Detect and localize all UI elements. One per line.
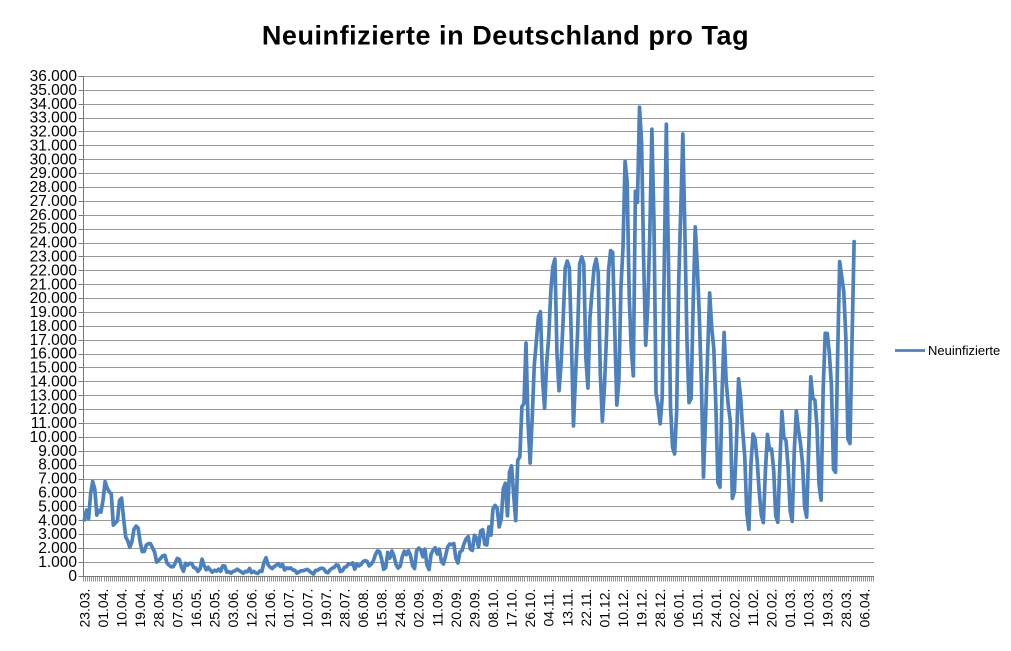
svg-text:32.000: 32.000 xyxy=(30,124,78,141)
svg-text:24.000: 24.000 xyxy=(30,235,78,252)
svg-text:22.11.: 22.11. xyxy=(578,589,594,627)
svg-text:0: 0 xyxy=(68,568,77,585)
svg-text:2.000: 2.000 xyxy=(38,540,77,557)
svg-text:31.000: 31.000 xyxy=(30,137,78,154)
svg-text:11.02.: 11.02. xyxy=(745,589,761,627)
svg-text:16.000: 16.000 xyxy=(30,346,78,363)
svg-text:26.10.: 26.10. xyxy=(522,589,538,628)
svg-text:13.11.: 13.11. xyxy=(559,589,575,627)
svg-text:28.03.: 28.03. xyxy=(838,589,854,628)
svg-text:7.000: 7.000 xyxy=(38,471,77,488)
svg-text:11.000: 11.000 xyxy=(31,415,78,432)
svg-text:10.000: 10.000 xyxy=(30,429,78,446)
svg-text:03.06.: 03.06. xyxy=(225,589,241,628)
svg-text:10.07.: 10.07. xyxy=(299,589,315,628)
svg-text:27.000: 27.000 xyxy=(30,193,78,210)
svg-text:19.000: 19.000 xyxy=(30,304,78,321)
svg-text:12.06.: 12.06. xyxy=(244,589,260,628)
svg-text:28.04.: 28.04. xyxy=(151,589,167,628)
svg-text:8.000: 8.000 xyxy=(38,457,77,474)
svg-text:15.08.: 15.08. xyxy=(374,589,390,628)
svg-text:14.000: 14.000 xyxy=(30,373,78,390)
svg-text:5.000: 5.000 xyxy=(38,498,77,515)
svg-text:9.000: 9.000 xyxy=(38,443,77,460)
svg-text:19.04.: 19.04. xyxy=(132,589,148,628)
svg-text:04.11.: 04.11. xyxy=(541,589,557,627)
svg-text:36.000: 36.000 xyxy=(30,68,78,85)
svg-text:19.12.: 19.12. xyxy=(634,589,650,628)
svg-text:21.06.: 21.06. xyxy=(262,589,278,628)
svg-text:29.000: 29.000 xyxy=(30,165,78,182)
svg-text:01.04.: 01.04. xyxy=(95,589,111,628)
svg-text:01.03.: 01.03. xyxy=(782,589,798,628)
svg-text:28.12.: 28.12. xyxy=(652,589,668,628)
svg-text:4.000: 4.000 xyxy=(38,512,77,529)
svg-text:34.000: 34.000 xyxy=(30,96,78,113)
svg-text:20.000: 20.000 xyxy=(30,290,78,307)
svg-text:01.12.: 01.12. xyxy=(596,589,612,628)
svg-text:07.05.: 07.05. xyxy=(169,589,185,628)
svg-text:02.02.: 02.02. xyxy=(726,589,742,628)
svg-text:06.04.: 06.04. xyxy=(856,589,872,628)
svg-text:28.000: 28.000 xyxy=(30,179,78,196)
svg-text:06.01.: 06.01. xyxy=(671,589,687,628)
svg-text:6.000: 6.000 xyxy=(38,485,77,502)
svg-text:10.03.: 10.03. xyxy=(801,589,817,628)
svg-text:08.10.: 08.10. xyxy=(485,589,501,628)
svg-text:06.08.: 06.08. xyxy=(355,589,371,628)
svg-text:25.000: 25.000 xyxy=(30,221,78,238)
svg-text:29.09.: 29.09. xyxy=(466,589,482,628)
svg-text:19.03.: 19.03. xyxy=(819,589,835,628)
svg-text:01.07.: 01.07. xyxy=(281,589,297,628)
svg-text:10.12.: 10.12. xyxy=(615,589,631,628)
svg-text:1.000: 1.000 xyxy=(38,554,77,571)
svg-text:24.08.: 24.08. xyxy=(392,589,408,628)
svg-text:02.09.: 02.09. xyxy=(411,589,427,628)
svg-text:19.07.: 19.07. xyxy=(318,589,334,628)
svg-text:24.01.: 24.01. xyxy=(708,589,724,628)
svg-text:Neuinfizierte in Deutschland p: Neuinfizierte in Deutschland pro Tag xyxy=(262,21,749,51)
svg-text:Neuinfizierte: Neuinfizierte xyxy=(928,343,1000,358)
svg-text:13.000: 13.000 xyxy=(30,387,78,404)
svg-text:10.04.: 10.04. xyxy=(114,589,130,628)
svg-text:20.09.: 20.09. xyxy=(448,589,464,628)
svg-text:17.10.: 17.10. xyxy=(504,589,520,628)
svg-text:18.000: 18.000 xyxy=(30,318,78,335)
svg-text:12.000: 12.000 xyxy=(30,401,78,418)
svg-text:15.01.: 15.01. xyxy=(689,589,705,628)
svg-text:35.000: 35.000 xyxy=(30,82,78,99)
svg-text:17.000: 17.000 xyxy=(30,332,78,349)
svg-text:23.03.: 23.03. xyxy=(76,589,92,628)
svg-text:11.09.: 11.09. xyxy=(429,589,445,627)
svg-text:25.05.: 25.05. xyxy=(206,589,222,628)
svg-text:3.000: 3.000 xyxy=(38,526,77,543)
svg-text:30.000: 30.000 xyxy=(30,151,78,168)
svg-text:23.000: 23.000 xyxy=(30,248,78,265)
svg-text:21.000: 21.000 xyxy=(30,276,78,293)
svg-text:15.000: 15.000 xyxy=(30,360,78,377)
svg-text:16.05.: 16.05. xyxy=(188,589,204,628)
svg-text:20.02.: 20.02. xyxy=(764,589,780,628)
svg-text:26.000: 26.000 xyxy=(30,207,78,224)
svg-text:22.000: 22.000 xyxy=(30,262,78,279)
svg-text:28.07.: 28.07. xyxy=(336,589,352,628)
svg-text:33.000: 33.000 xyxy=(30,110,78,127)
